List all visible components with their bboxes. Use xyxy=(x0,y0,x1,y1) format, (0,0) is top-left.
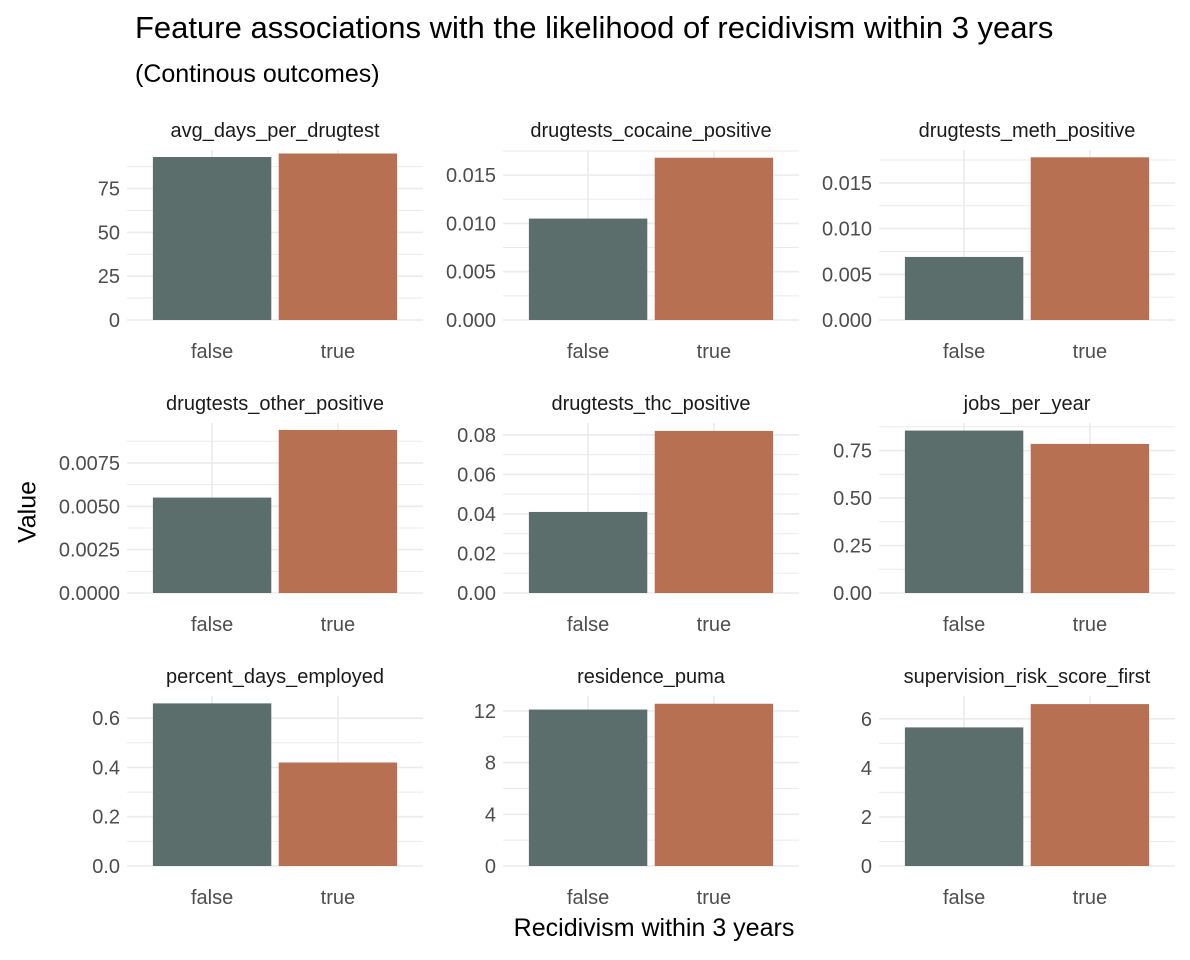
x-tick-label: true xyxy=(697,341,731,363)
x-tick-label: true xyxy=(697,614,731,636)
x-tick-label: true xyxy=(1073,341,1107,363)
bar-true xyxy=(278,153,398,320)
facet-panel-6: jobs_per_year 0.00 0.25 0.50 0.75 false true xyxy=(833,393,1175,636)
y-tick-label: 0.00 xyxy=(457,583,496,605)
y-tick-label: 0.4 xyxy=(92,757,120,779)
bar-false xyxy=(152,703,272,866)
y-tick-label: 0.0050 xyxy=(59,496,120,518)
y-tick-label: 0.75 xyxy=(833,441,872,463)
bar-true xyxy=(654,430,774,593)
facet-panel-9: supervision_risk_score_first 0 2 4 6 false tru… xyxy=(861,666,1175,909)
bar-false xyxy=(904,727,1024,866)
y-tick-label: 50 xyxy=(98,222,120,244)
y-tick-label: 0.015 xyxy=(446,165,496,187)
y-tick-label: 0.50 xyxy=(833,488,872,510)
facet-panel-8: residence_puma 0 4 8 12 false true xyxy=(474,666,799,909)
x-tick-label: false xyxy=(191,887,233,909)
facet-panel-2: drugtests_cocaine_positive 0.000 0.005 0.01… xyxy=(446,120,799,363)
y-tick-label: 4 xyxy=(861,758,872,780)
y-tick-label: 0.6 xyxy=(92,708,120,730)
x-tick-label: false xyxy=(191,614,233,636)
y-tick-label: 0.015 xyxy=(822,173,872,195)
facet-title: residence_puma xyxy=(577,666,726,688)
bar-false xyxy=(528,511,648,593)
y-tick-label: 0.0 xyxy=(92,856,120,878)
facet-title: drugtests_meth_positive xyxy=(919,120,1136,142)
bar-true xyxy=(654,157,774,320)
facet-panel-3: drugtests_meth_positive 0.000 0.005 0.010 0.… xyxy=(822,120,1175,363)
facet-panel-1: avg_days_per_drugtest 0 25 50 75 false true xyxy=(98,120,423,363)
x-tick-label: true xyxy=(1073,614,1107,636)
x-tick-label: false xyxy=(943,341,985,363)
y-tick-label: 0.0075 xyxy=(59,453,120,475)
bar-true xyxy=(1030,704,1150,866)
bar-false xyxy=(152,497,272,593)
x-tick-label: true xyxy=(697,887,731,909)
y-tick-label: 6 xyxy=(861,709,872,731)
bar-false xyxy=(904,256,1024,320)
facet-panel-7: percent_days_employed 0.0 0.2 0.4 0.6 false tr… xyxy=(92,666,423,909)
y-tick-label: 25 xyxy=(98,266,120,288)
facet-title: drugtests_thc_positive xyxy=(551,393,750,415)
y-tick-label: 0.010 xyxy=(822,219,872,241)
y-tick-label: 0.02 xyxy=(457,543,496,565)
x-tick-label: true xyxy=(1073,887,1107,909)
x-tick-label: false xyxy=(943,614,985,636)
facet-title: jobs_per_year xyxy=(963,393,1091,415)
y-tick-label: 12 xyxy=(474,701,496,723)
x-tick-label: true xyxy=(321,614,355,636)
bar-true xyxy=(654,703,774,866)
x-tick-label: true xyxy=(321,887,355,909)
facet-title: drugtests_other_positive xyxy=(166,393,384,415)
y-tick-label: 0 xyxy=(485,856,496,878)
y-tick-label: 0.005 xyxy=(446,262,496,284)
x-tick-label: true xyxy=(321,341,355,363)
x-tick-label: false xyxy=(567,341,609,363)
y-tick-label: 0 xyxy=(861,856,872,878)
y-tick-label: 0 xyxy=(109,310,120,332)
y-tick-label: 0.04 xyxy=(457,504,496,526)
y-tick-label: 4 xyxy=(485,804,496,826)
y-tick-label: 2 xyxy=(861,807,872,829)
y-tick-label: 0.00 xyxy=(833,583,872,605)
bar-true xyxy=(278,429,398,593)
y-tick-label: 0.010 xyxy=(446,213,496,235)
y-tick-label: 0.2 xyxy=(92,807,120,829)
y-tick-label: 0.000 xyxy=(822,310,872,332)
y-tick-label: 0.005 xyxy=(822,264,872,286)
x-tick-label: false xyxy=(567,887,609,909)
bar-false xyxy=(528,218,648,320)
facet-panel-5: drugtests_thc_positive 0.00 0.02 0.04 0.06 0.… xyxy=(457,393,799,636)
facet-panel-4: drugtests_other_positive 0.0000 0.0025 0.00… xyxy=(59,393,423,636)
y-tick-label: 0.25 xyxy=(833,536,872,558)
y-tick-label: 0.0000 xyxy=(59,583,120,605)
chart-subtitle: (Continous outcomes) xyxy=(135,60,380,88)
x-tick-label: false xyxy=(943,887,985,909)
bar-true xyxy=(1030,157,1150,320)
bar-false xyxy=(904,430,1024,593)
y-tick-label: 75 xyxy=(98,179,120,201)
facet-title: supervision_risk_score_first xyxy=(904,666,1151,688)
bar-false xyxy=(152,157,272,320)
facet-title: percent_days_employed xyxy=(166,666,384,688)
x-axis-label: Recidivism within 3 years xyxy=(513,914,795,942)
y-tick-label: 0.0025 xyxy=(59,540,120,562)
x-tick-label: false xyxy=(567,614,609,636)
bar-true xyxy=(1030,443,1150,593)
facet-title: drugtests_cocaine_positive xyxy=(530,120,771,142)
x-tick-label: false xyxy=(191,341,233,363)
facet-title: avg_days_per_drugtest xyxy=(170,120,379,142)
bar-true xyxy=(278,762,398,866)
chart-title: Feature associations with the likelihood… xyxy=(135,10,1054,45)
y-tick-label: 0.06 xyxy=(457,464,496,486)
y-tick-label: 0.08 xyxy=(457,425,496,447)
y-tick-label: 8 xyxy=(485,753,496,775)
bar-false xyxy=(528,709,648,866)
y-tick-label: 0.000 xyxy=(446,310,496,332)
